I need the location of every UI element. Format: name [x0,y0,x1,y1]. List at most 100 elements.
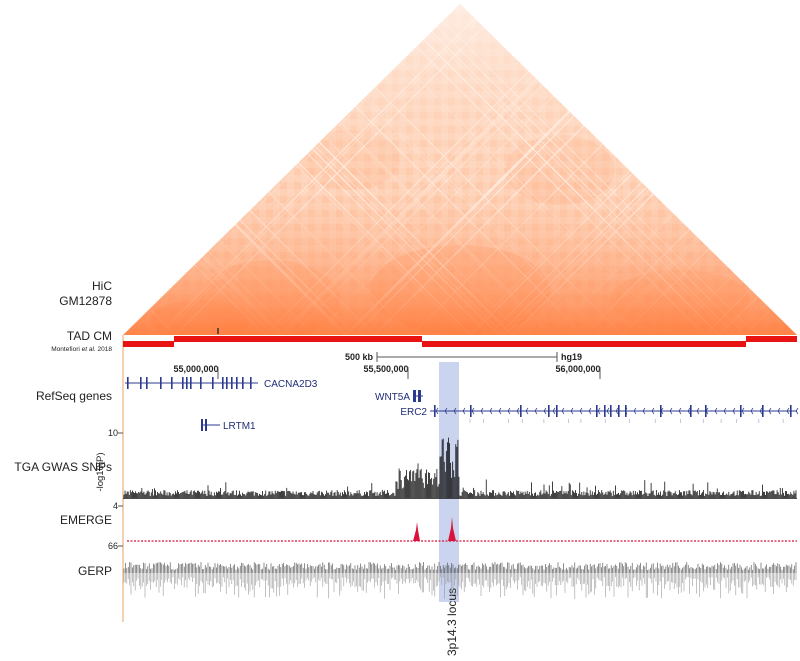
gene-exon [146,377,148,389]
gene-exon [596,405,598,417]
refseq-track: CACNA2D3 LRTM1 WNT5A ERC2 [125,377,799,432]
gene-exon [740,405,742,417]
gene-strand-arrow [507,407,511,415]
emerge-label: EMERGE [60,513,112,527]
gene-strand-arrow [615,407,619,415]
hic-sublabel: GM12878 [59,294,112,308]
gene-erc2: ERC2 [400,405,799,423]
hic-heatmap [123,4,797,335]
hic-grid-line [123,4,176,335]
gene-exon [520,405,522,417]
gene-strand-arrow [462,407,466,415]
coord-label: 55,500,000 [363,364,408,374]
gene-exon [434,405,436,417]
emerge-track [127,517,797,542]
gene-strand-arrow [741,407,745,415]
gene-strand-arrow [642,407,646,415]
gene-exon [236,377,238,389]
gene-exon [140,377,142,389]
gwas-axis-title: -log10(P) [95,452,106,491]
hic-grid-line [744,4,797,335]
gene-strand-arrow [570,407,574,415]
gene-exon [212,377,214,389]
gene-label: LRTM1 [223,421,256,432]
scale-label: 500 kb [345,352,374,362]
hic-label: HiC [92,279,112,293]
tad-block [123,341,174,347]
gene-label: CACNA2D3 [264,379,318,390]
gene-exon [762,405,764,417]
gene-strand-arrow [768,407,772,415]
gene-exon [222,377,224,389]
gene-strand-arrow [435,407,439,415]
gene-exon [226,377,228,389]
hic-grid-line [123,4,163,335]
gene-label: WNT5A [375,392,410,403]
gene-strand-arrow [714,407,718,415]
gene-strand-arrow [453,407,457,415]
tad-citation: Montefiori et al. 2018 [51,346,112,353]
hic-grid-line [123,4,159,335]
emerge-axis-tick: 66 [108,541,118,551]
gene-exon [182,377,184,389]
gene-strand-arrow [579,407,583,415]
gene-strand-arrow [534,407,538,415]
gene-wnt5a: WNT5A [375,390,423,403]
gerp-label: GERP [78,564,112,578]
gwas-track [123,437,797,498]
gene-strand-arrow [651,407,655,415]
gene-exon [556,405,558,417]
gene-strand-arrow [489,407,493,415]
gene-strand-arrow [795,407,799,415]
gene-strand-arrow [444,407,448,415]
scale-bar: 500 kb hg19 [345,352,582,362]
hic-grid-line [123,4,177,335]
gene-strand-arrow [777,407,781,415]
locus-label: 3p14.3 locus [445,588,459,656]
gene-exon [625,405,627,417]
gene-exon [705,405,707,417]
gene-strand-arrow [669,407,673,415]
gene-strand-arrow [597,407,601,415]
assembly-label: hg19 [561,352,582,362]
gene-strand-arrow [552,407,556,415]
gene-strand-arrow [561,407,565,415]
gene-strand-arrow [723,407,727,415]
gene-exon [660,405,662,417]
gene-strand-arrow [750,407,754,415]
gene-exon [242,377,244,389]
gene-strand-arrow [606,407,610,415]
gene-strand-arrow [471,407,475,415]
gerp-track [123,562,797,599]
gwas-axis-bottom: 4 [113,501,118,511]
hic-grid-line [755,4,797,335]
gene-strand-arrow [633,407,637,415]
gene-strand-arrow [678,407,682,415]
gene-exon [548,405,550,417]
tad-block [746,336,797,342]
gene-strand-arrow [525,407,529,415]
gene-exon [618,405,620,417]
gene-strand-arrow [516,407,520,415]
gene-exon [190,377,192,389]
tad-block [174,336,422,342]
gene-exon [127,377,129,389]
gwas-label: TGA GWAS SNPs [14,460,112,474]
gene-label: ERC2 [400,407,427,418]
gene-strand-arrow [543,407,547,415]
coord-label: 55,000,000 [173,364,218,374]
gene-strand-arrow [786,407,790,415]
gene-strand-arrow [687,407,691,415]
gene-exon [790,405,792,417]
gene-exon [186,377,188,389]
locus-highlight [439,362,459,602]
gene-exon [200,377,202,389]
gene-strand-arrow [498,407,502,415]
gene-strand-arrow [759,407,763,415]
gene-exon [604,405,606,417]
gene-exon [470,405,472,417]
gene-strand-arrow [588,407,592,415]
tad-block [422,341,746,347]
refseq-label: RefSeq genes [36,389,112,403]
gene-exon [171,377,173,389]
